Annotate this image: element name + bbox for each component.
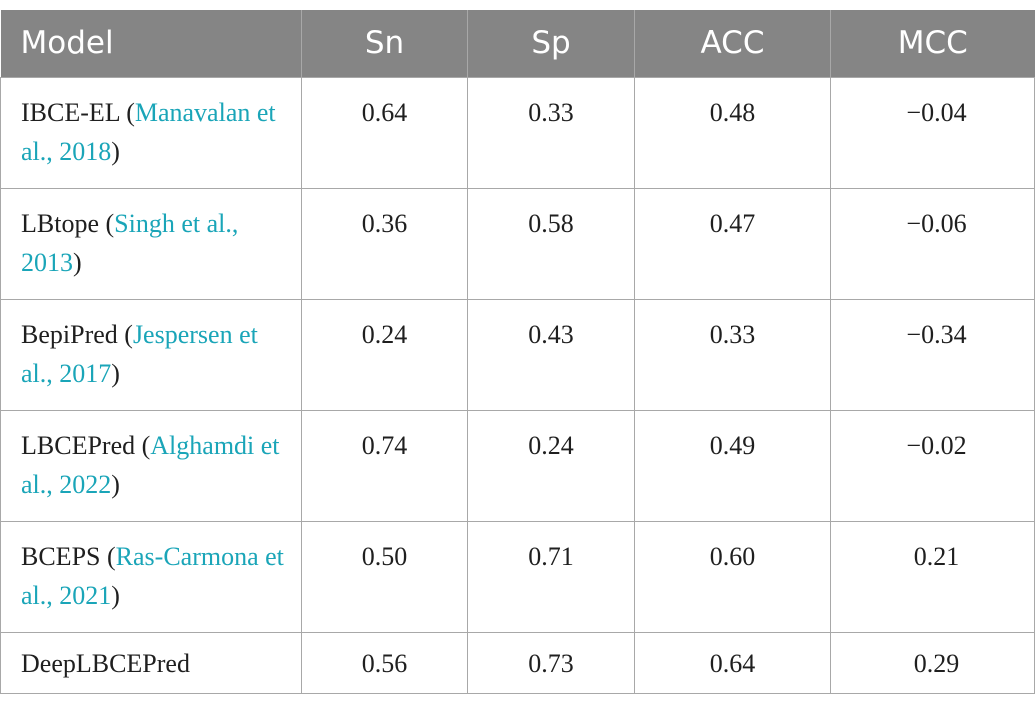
acc-cell: 0.64 [634, 631, 831, 694]
sn-cell: 0.56 [301, 631, 468, 694]
mcc-cell: −0.02 [830, 409, 1035, 522]
citation-link[interactable]: Jespersen et al., 2017 [21, 319, 258, 388]
header-sn: Sn [301, 10, 468, 77]
model-cell: DeepLBCEPred [0, 631, 302, 694]
sn-cell: 0.36 [301, 187, 468, 300]
model-comparison-table: Model Sn Sp ACC MCC IBCE-EL (Manavalan e… [0, 10, 1035, 694]
header-sp: Sp [467, 10, 635, 77]
model-cell: BepiPred (Jespersen et al., 2017) [0, 298, 302, 411]
model-name: BepiPred [21, 319, 118, 349]
model-name: IBCE-EL [21, 97, 120, 127]
model-name: BCEPS [21, 541, 101, 571]
table-row: LBCEPred (Alghamdi et al., 2022) 0.74 0.… [0, 409, 1035, 522]
mcc-cell: −0.06 [830, 187, 1035, 300]
model-name: LBtope [21, 208, 99, 238]
model-cell: BCEPS (Ras-Carmona et al., 2021) [0, 520, 302, 633]
table-row: IBCE-EL (Manavalan et al., 2018) 0.64 0.… [0, 76, 1035, 189]
header-mcc: MCC [830, 10, 1035, 77]
header-acc: ACC [634, 10, 831, 77]
sn-cell: 0.50 [301, 520, 468, 633]
sp-cell: 0.24 [467, 409, 635, 522]
sp-cell: 0.33 [467, 76, 635, 189]
acc-cell: 0.33 [634, 298, 831, 411]
citation-link[interactable]: Singh et al., 2013 [21, 208, 239, 277]
citation-link[interactable]: Ras-Carmona et al., 2021 [21, 541, 284, 610]
sp-cell: 0.71 [467, 520, 635, 633]
table-row: LBtope (Singh et al., 2013) 0.36 0.58 0.… [0, 187, 1035, 300]
table-row: BepiPred (Jespersen et al., 2017) 0.24 0… [0, 298, 1035, 411]
mcc-cell: −0.34 [830, 298, 1035, 411]
sp-cell: 0.73 [467, 631, 635, 694]
table-header: Model Sn Sp ACC MCC [0, 10, 1035, 77]
sn-cell: 0.64 [301, 76, 468, 189]
citation-link[interactable]: Manavalan et al., 2018 [21, 97, 276, 166]
acc-cell: 0.47 [634, 187, 831, 300]
model-cell: LBtope (Singh et al., 2013) [0, 187, 302, 300]
acc-cell: 0.48 [634, 76, 831, 189]
acc-cell: 0.60 [634, 520, 831, 633]
citation-link[interactable]: Alghamdi et al., 2022 [21, 430, 280, 499]
model-cell: LBCEPred (Alghamdi et al., 2022) [0, 409, 302, 522]
sp-cell: 0.43 [467, 298, 635, 411]
model-name: LBCEPred [21, 430, 136, 460]
table-row: DeepLBCEPred 0.56 0.73 0.64 0.29 [0, 631, 1035, 694]
model-name: DeepLBCEPred [21, 648, 190, 678]
acc-cell: 0.49 [634, 409, 831, 522]
header-row: Model Sn Sp ACC MCC [0, 10, 1035, 77]
sp-cell: 0.58 [467, 187, 635, 300]
table-body: IBCE-EL (Manavalan et al., 2018) 0.64 0.… [0, 76, 1035, 694]
mcc-cell: 0.21 [830, 520, 1035, 633]
sn-cell: 0.24 [301, 298, 468, 411]
mcc-cell: −0.04 [830, 76, 1035, 189]
table-row: BCEPS (Ras-Carmona et al., 2021) 0.50 0.… [0, 520, 1035, 633]
header-model: Model [0, 10, 302, 77]
mcc-cell: 0.29 [830, 631, 1035, 694]
model-cell: IBCE-EL (Manavalan et al., 2018) [0, 76, 302, 189]
sn-cell: 0.74 [301, 409, 468, 522]
